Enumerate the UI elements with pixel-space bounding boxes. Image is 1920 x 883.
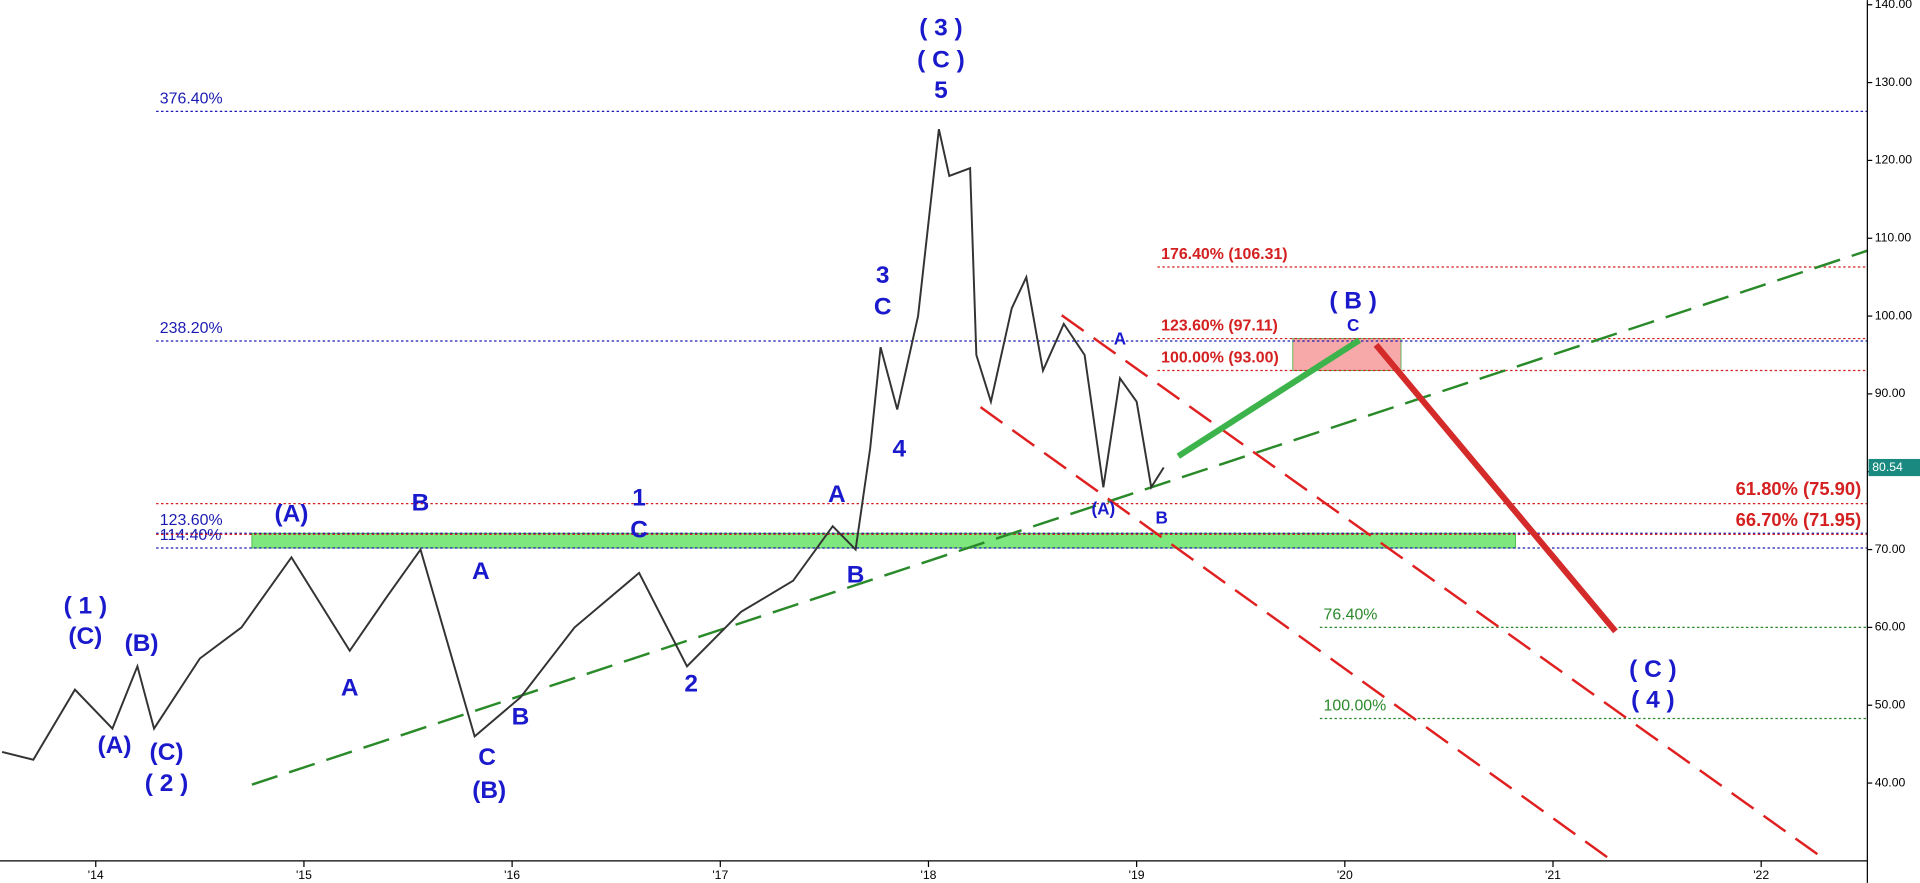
fib-label: 176.40% (106.31) <box>1161 246 1287 263</box>
wave-label: A <box>472 558 490 585</box>
wave-label: (C) <box>150 739 184 766</box>
price-line <box>1 129 1165 761</box>
y-tick-label: 110.00 <box>1875 230 1912 244</box>
wave-label: C <box>478 744 496 771</box>
y-tick-label: 130.00 <box>1875 75 1913 89</box>
x-tick-label: '14 <box>88 868 104 882</box>
y-tick-label: 120.00 <box>1875 153 1913 167</box>
wave-label: B <box>412 489 430 516</box>
trend-line <box>251 249 1868 786</box>
price-badge <box>1868 458 1920 477</box>
price-badge-label: 80.54 <box>1872 460 1903 474</box>
y-tick-label: 40.00 <box>1875 775 1906 789</box>
fib-label: 76.40% <box>1324 606 1378 623</box>
wave-label: (B) <box>472 777 506 804</box>
fib-label: 238.20% <box>160 320 223 337</box>
y-tick-label: 70.00 <box>1875 542 1906 556</box>
x-tick-label: '20 <box>1337 868 1353 882</box>
fib-label: 123.60% <box>160 512 223 529</box>
wave-label: 3 <box>876 262 890 289</box>
zone <box>251 532 1516 549</box>
y-tick-label: 140.00 <box>1875 0 1913 11</box>
x-tick-label: '15 <box>296 868 312 882</box>
wave-label: C <box>630 516 648 543</box>
y-tick-label: 90.00 <box>1875 386 1906 400</box>
fib-label: 123.60% (97.11) <box>1161 318 1278 335</box>
wave-label: (B) <box>125 630 159 657</box>
x-tick-label: '21 <box>1545 868 1561 882</box>
fib-label: 66.70% (71.95) <box>1736 509 1862 530</box>
wave-label: 1 <box>632 485 646 512</box>
fib-label: 100.00% <box>1324 697 1387 714</box>
fib-label: 376.40% <box>160 90 223 107</box>
wave-label: ( C ) <box>917 46 965 73</box>
wave-label: 2 <box>684 671 698 698</box>
wave-label: ( C ) <box>1629 656 1677 683</box>
wave-label: 4 <box>893 436 907 463</box>
wave-label: ( 3 ) <box>919 15 963 42</box>
x-tick-label: '18 <box>920 868 936 882</box>
y-tick-label: 100.00 <box>1875 308 1913 322</box>
wave-label: (A) <box>274 501 308 528</box>
wave-label-minor: A <box>1114 329 1126 349</box>
wave-label: C <box>874 294 892 321</box>
fib-label: 100.00% (93.00) <box>1161 350 1279 367</box>
trend-line <box>1060 314 1827 862</box>
x-tick-label: '16 <box>504 868 520 882</box>
wave-label: ( B ) <box>1329 288 1377 315</box>
wave-label: A <box>341 674 359 701</box>
y-tick-label: 50.00 <box>1875 697 1906 711</box>
wave-label-minor: B <box>1155 507 1167 527</box>
wave-label-minor: C <box>1347 315 1359 335</box>
trend-line <box>1373 342 1618 634</box>
wave-label: B <box>847 562 865 589</box>
wave-label: B <box>512 704 530 731</box>
trend-line <box>979 406 1613 862</box>
wave-label: ( 1 ) <box>64 592 108 619</box>
wave-label: (C) <box>68 623 102 650</box>
x-tick-label: '19 <box>1129 868 1145 882</box>
wave-label: (A) <box>98 732 132 759</box>
fib-label: 114.40% <box>160 527 222 544</box>
x-tick-label: '17 <box>712 868 728 882</box>
x-tick-label: '22 <box>1753 868 1769 882</box>
fib-label: 61.80% (75.90) <box>1736 478 1862 499</box>
wave-label: ( 2 ) <box>145 770 189 797</box>
trend-line <box>1176 337 1362 459</box>
wave-label: A <box>828 481 846 508</box>
wave-label: 5 <box>934 77 948 104</box>
wave-label-minor: (A) <box>1091 499 1115 519</box>
y-tick-label: 60.00 <box>1875 620 1906 634</box>
wave-label: ( 4 ) <box>1631 687 1675 714</box>
